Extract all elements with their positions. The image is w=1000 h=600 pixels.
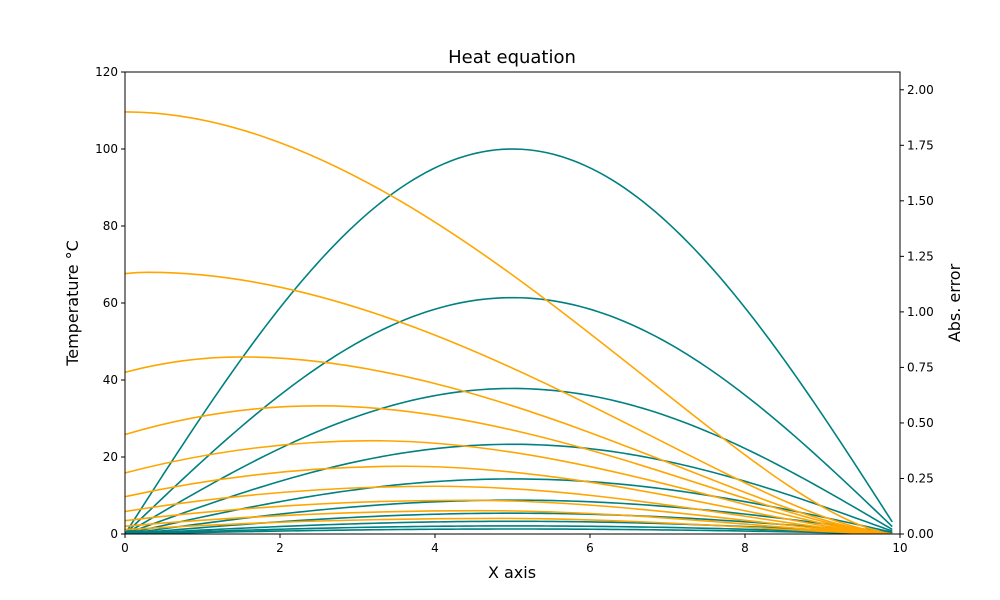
y2-tick-label: 1.00 xyxy=(907,305,934,319)
y2-tick-label: 0.75 xyxy=(907,360,934,374)
y-tick-label: 40 xyxy=(103,373,118,387)
y-tick-label: 120 xyxy=(95,65,118,79)
y2-tick-label: 0.50 xyxy=(907,416,934,430)
error-line-4 xyxy=(125,405,893,534)
error-line-1 xyxy=(125,111,893,534)
x-tick-label: 2 xyxy=(276,541,284,555)
axes-layer: 0 2 4 6 8 100204060801001200.000.250.500.751.… xyxy=(95,65,934,555)
error-line-5 xyxy=(125,439,893,534)
y-axis-label: Temperature °C xyxy=(63,240,82,367)
plot-frame xyxy=(124,71,901,535)
y2-tick-label: 1.75 xyxy=(907,138,934,152)
x-tick-label: 4 xyxy=(431,541,439,555)
temperature-line-9 xyxy=(125,525,893,534)
temperature-line-8 xyxy=(125,520,893,534)
x-tick-label: 8 xyxy=(741,541,749,555)
error-line-6 xyxy=(125,465,893,534)
error-line-9 xyxy=(125,509,893,534)
temperature-line-10 xyxy=(125,528,893,534)
y2-tick-label: 1.25 xyxy=(907,249,934,263)
y-tick-label: 100 xyxy=(95,142,118,156)
temperature-line-1 xyxy=(125,148,893,534)
error-line-2 xyxy=(125,271,893,534)
x-tick-label: 10 xyxy=(892,541,907,555)
y-tick-label: 20 xyxy=(103,450,118,464)
error-line-7 xyxy=(125,485,893,534)
error-line-8 xyxy=(125,499,893,534)
y-tick-label: 0 xyxy=(110,527,118,541)
y-tick-label: 80 xyxy=(103,219,118,233)
y2-tick-label: 0.25 xyxy=(907,471,934,485)
y2-tick-label: 2.00 xyxy=(907,83,934,97)
x-tick-label: 0 xyxy=(121,541,129,555)
y2-tick-label: 1.50 xyxy=(907,194,934,208)
chart-title: Heat equation xyxy=(448,47,576,68)
x-tick-label: 6 xyxy=(586,541,594,555)
y2-tick-label: 0.00 xyxy=(907,527,934,541)
temperature-line-2 xyxy=(125,296,893,534)
temperature-line-3 xyxy=(125,387,893,534)
series-layer xyxy=(125,111,893,534)
error-line-3 xyxy=(125,356,893,534)
x-axis-label: X axis xyxy=(488,563,536,582)
y-tick-label: 60 xyxy=(103,296,118,310)
error-line-10 xyxy=(125,517,893,534)
temperature-line-4 xyxy=(125,443,893,534)
y2-axis-label: Abs. error xyxy=(945,263,964,342)
